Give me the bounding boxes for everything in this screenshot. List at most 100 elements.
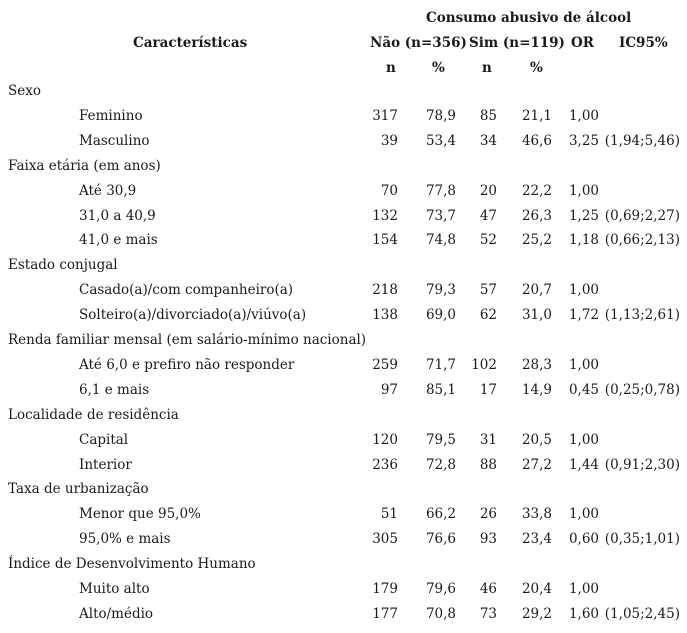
table-row: Masculino 39 53,4 34 46,6 3,25 (1,94;5,46) xyxy=(0,133,687,157)
table-row: Feminino 317 78,9 85 21,1 1,00 xyxy=(0,108,687,132)
category-label: Índice de Desenvolvimento Humano xyxy=(8,556,256,573)
nao-pct-cell: 73,7 xyxy=(425,207,456,224)
nao-pct-cell: 76,6 xyxy=(425,531,456,548)
sim-n-cell: 93 xyxy=(479,531,497,548)
row-label: 31,0 a 40,9 xyxy=(79,207,156,224)
category-label: Faixa etária (em anos) xyxy=(8,157,161,174)
sim-n-cell: 34 xyxy=(479,132,497,149)
category-row: Índice de Desenvolvimento Humano xyxy=(0,556,687,580)
nao-n-cell: 132 xyxy=(372,207,398,224)
ic-cell: (0,35;1,01) xyxy=(604,531,680,548)
nao-n-cell: 259 xyxy=(372,356,398,373)
nao-pct-cell: 70,8 xyxy=(425,605,456,622)
row-label: Solteiro(a)/divorciado(a)/viúvo(a) xyxy=(79,307,307,324)
sim-pct-cell: 20,7 xyxy=(521,282,552,299)
sim-n-cell: 85 xyxy=(479,107,497,124)
row-label: Masculino xyxy=(79,132,150,149)
group-header: Consumo abusivo de álcool xyxy=(426,10,632,26)
row-label: Menor que 95,0% xyxy=(79,506,201,523)
nao-n-cell: 317 xyxy=(372,107,398,124)
table-row: 41,0 e mais 154 74,8 52 25,2 1,18 (0,66;2,13) xyxy=(0,232,687,256)
pct-header-nao: % xyxy=(432,60,445,76)
or-cell: 1,00 xyxy=(568,282,599,299)
sim-pct-cell: 22,2 xyxy=(521,182,552,199)
category-row: Localidade de residência xyxy=(0,407,687,431)
nao-n-cell: 218 xyxy=(372,282,398,299)
sim-pct-cell: 26,3 xyxy=(521,207,552,224)
nao-pct-cell: 71,7 xyxy=(425,356,456,373)
sim-n-cell: 102 xyxy=(471,356,497,373)
table-row: Capital 120 79,5 31 20,5 1,00 xyxy=(0,432,687,456)
table-row: Até 30,9 70 77,8 20 22,2 1,00 xyxy=(0,183,687,207)
sim-pct-cell: 33,8 xyxy=(521,506,552,523)
nao-pct-cell: 53,4 xyxy=(425,132,456,149)
nao-pct-cell: 69,0 xyxy=(425,307,456,324)
or-cell: 1,25 xyxy=(568,207,599,224)
nao-n-cell: 138 xyxy=(372,307,398,324)
or-cell: 0,45 xyxy=(568,381,599,398)
nao-n-cell: 97 xyxy=(380,381,398,398)
sim-n-cell: 52 xyxy=(479,232,497,249)
ic-header: IC95% xyxy=(619,35,668,51)
or-cell: 1,00 xyxy=(568,356,599,373)
nao-pct-cell: 78,9 xyxy=(425,107,456,124)
or-cell: 1,00 xyxy=(568,107,599,124)
or-cell: 1,00 xyxy=(568,182,599,199)
nao-pct-cell: 79,3 xyxy=(425,282,456,299)
nao-pct-cell: 79,5 xyxy=(425,431,456,448)
row-label: 95,0% e mais xyxy=(79,531,171,548)
sim-header: Sim (n=119) xyxy=(469,35,565,51)
table-row: Até 6,0 e prefiro não responder 259 71,7 10… xyxy=(0,357,687,381)
or-cell: 1,18 xyxy=(568,232,599,249)
row-label: Interior xyxy=(79,456,132,473)
sim-n-cell: 62 xyxy=(479,307,497,324)
ic-cell: (1,94;5,46) xyxy=(604,132,680,149)
category-row: Estado conjugal xyxy=(0,257,687,281)
category-row: Taxa de urbanização xyxy=(0,481,687,505)
category-row: Renda familiar mensal (em salário-mínimo… xyxy=(0,332,687,356)
sim-n-cell: 17 xyxy=(479,381,497,398)
sim-pct-cell: 31,0 xyxy=(521,307,552,324)
n-header-nao: n xyxy=(386,60,396,76)
ic-cell: (0,91;2,30) xyxy=(604,456,680,473)
nao-pct-cell: 74,8 xyxy=(425,232,456,249)
nao-header: Não (n=356) xyxy=(370,35,467,51)
sim-pct-cell: 28,3 xyxy=(521,356,552,373)
nao-n-cell: 305 xyxy=(372,531,398,548)
pct-header-sim: % xyxy=(530,60,543,76)
sim-n-cell: 26 xyxy=(479,506,497,523)
or-cell: 1,00 xyxy=(568,581,599,597)
or-cell: 0,60 xyxy=(568,531,599,548)
or-cell: 1,60 xyxy=(568,605,599,622)
category-row: Sexo xyxy=(0,83,687,107)
row-label: Até 30,9 xyxy=(79,182,137,199)
table-row: Casado(a)/com companheiro(a) 218 79,3 57 20,… xyxy=(0,282,687,306)
nao-pct-cell: 72,8 xyxy=(425,456,456,473)
row-label: Capital xyxy=(79,431,129,448)
nao-pct-cell: 85,1 xyxy=(425,381,456,398)
nao-n-cell: 70 xyxy=(380,182,398,199)
sim-pct-cell: 27,2 xyxy=(521,456,552,473)
table-row: 95,0% e mais 305 76,6 93 23,4 0,60 (0,35;1,01) xyxy=(0,531,687,555)
table-row: Alto/médio 177 70,8 73 29,2 1,60 (1,05;2,45) xyxy=(0,606,687,630)
or-cell: 1,44 xyxy=(568,456,599,473)
category-label: Taxa de urbanização xyxy=(8,481,149,498)
row-label: Muito alto xyxy=(79,581,150,597)
or-cell: 1,72 xyxy=(568,307,599,324)
row-label: 6,1 e mais xyxy=(79,381,150,398)
row-label: Casado(a)/com companheiro(a) xyxy=(79,282,294,299)
nao-n-cell: 120 xyxy=(372,431,398,448)
or-header: OR xyxy=(571,35,594,51)
characteristics-header: Características xyxy=(133,35,248,51)
sim-n-cell: 20 xyxy=(479,182,497,199)
nao-pct-cell: 66,2 xyxy=(425,506,456,523)
sim-pct-cell: 14,9 xyxy=(521,381,552,398)
sim-pct-cell: 29,2 xyxy=(521,605,552,622)
or-cell: 3,25 xyxy=(568,132,599,149)
nao-n-cell: 236 xyxy=(372,456,398,473)
nao-n-cell: 154 xyxy=(372,232,398,249)
nao-n-cell: 51 xyxy=(380,506,398,523)
sim-pct-cell: 21,1 xyxy=(521,107,552,124)
nao-n-cell: 179 xyxy=(372,581,398,597)
sim-n-cell: 57 xyxy=(479,282,497,299)
